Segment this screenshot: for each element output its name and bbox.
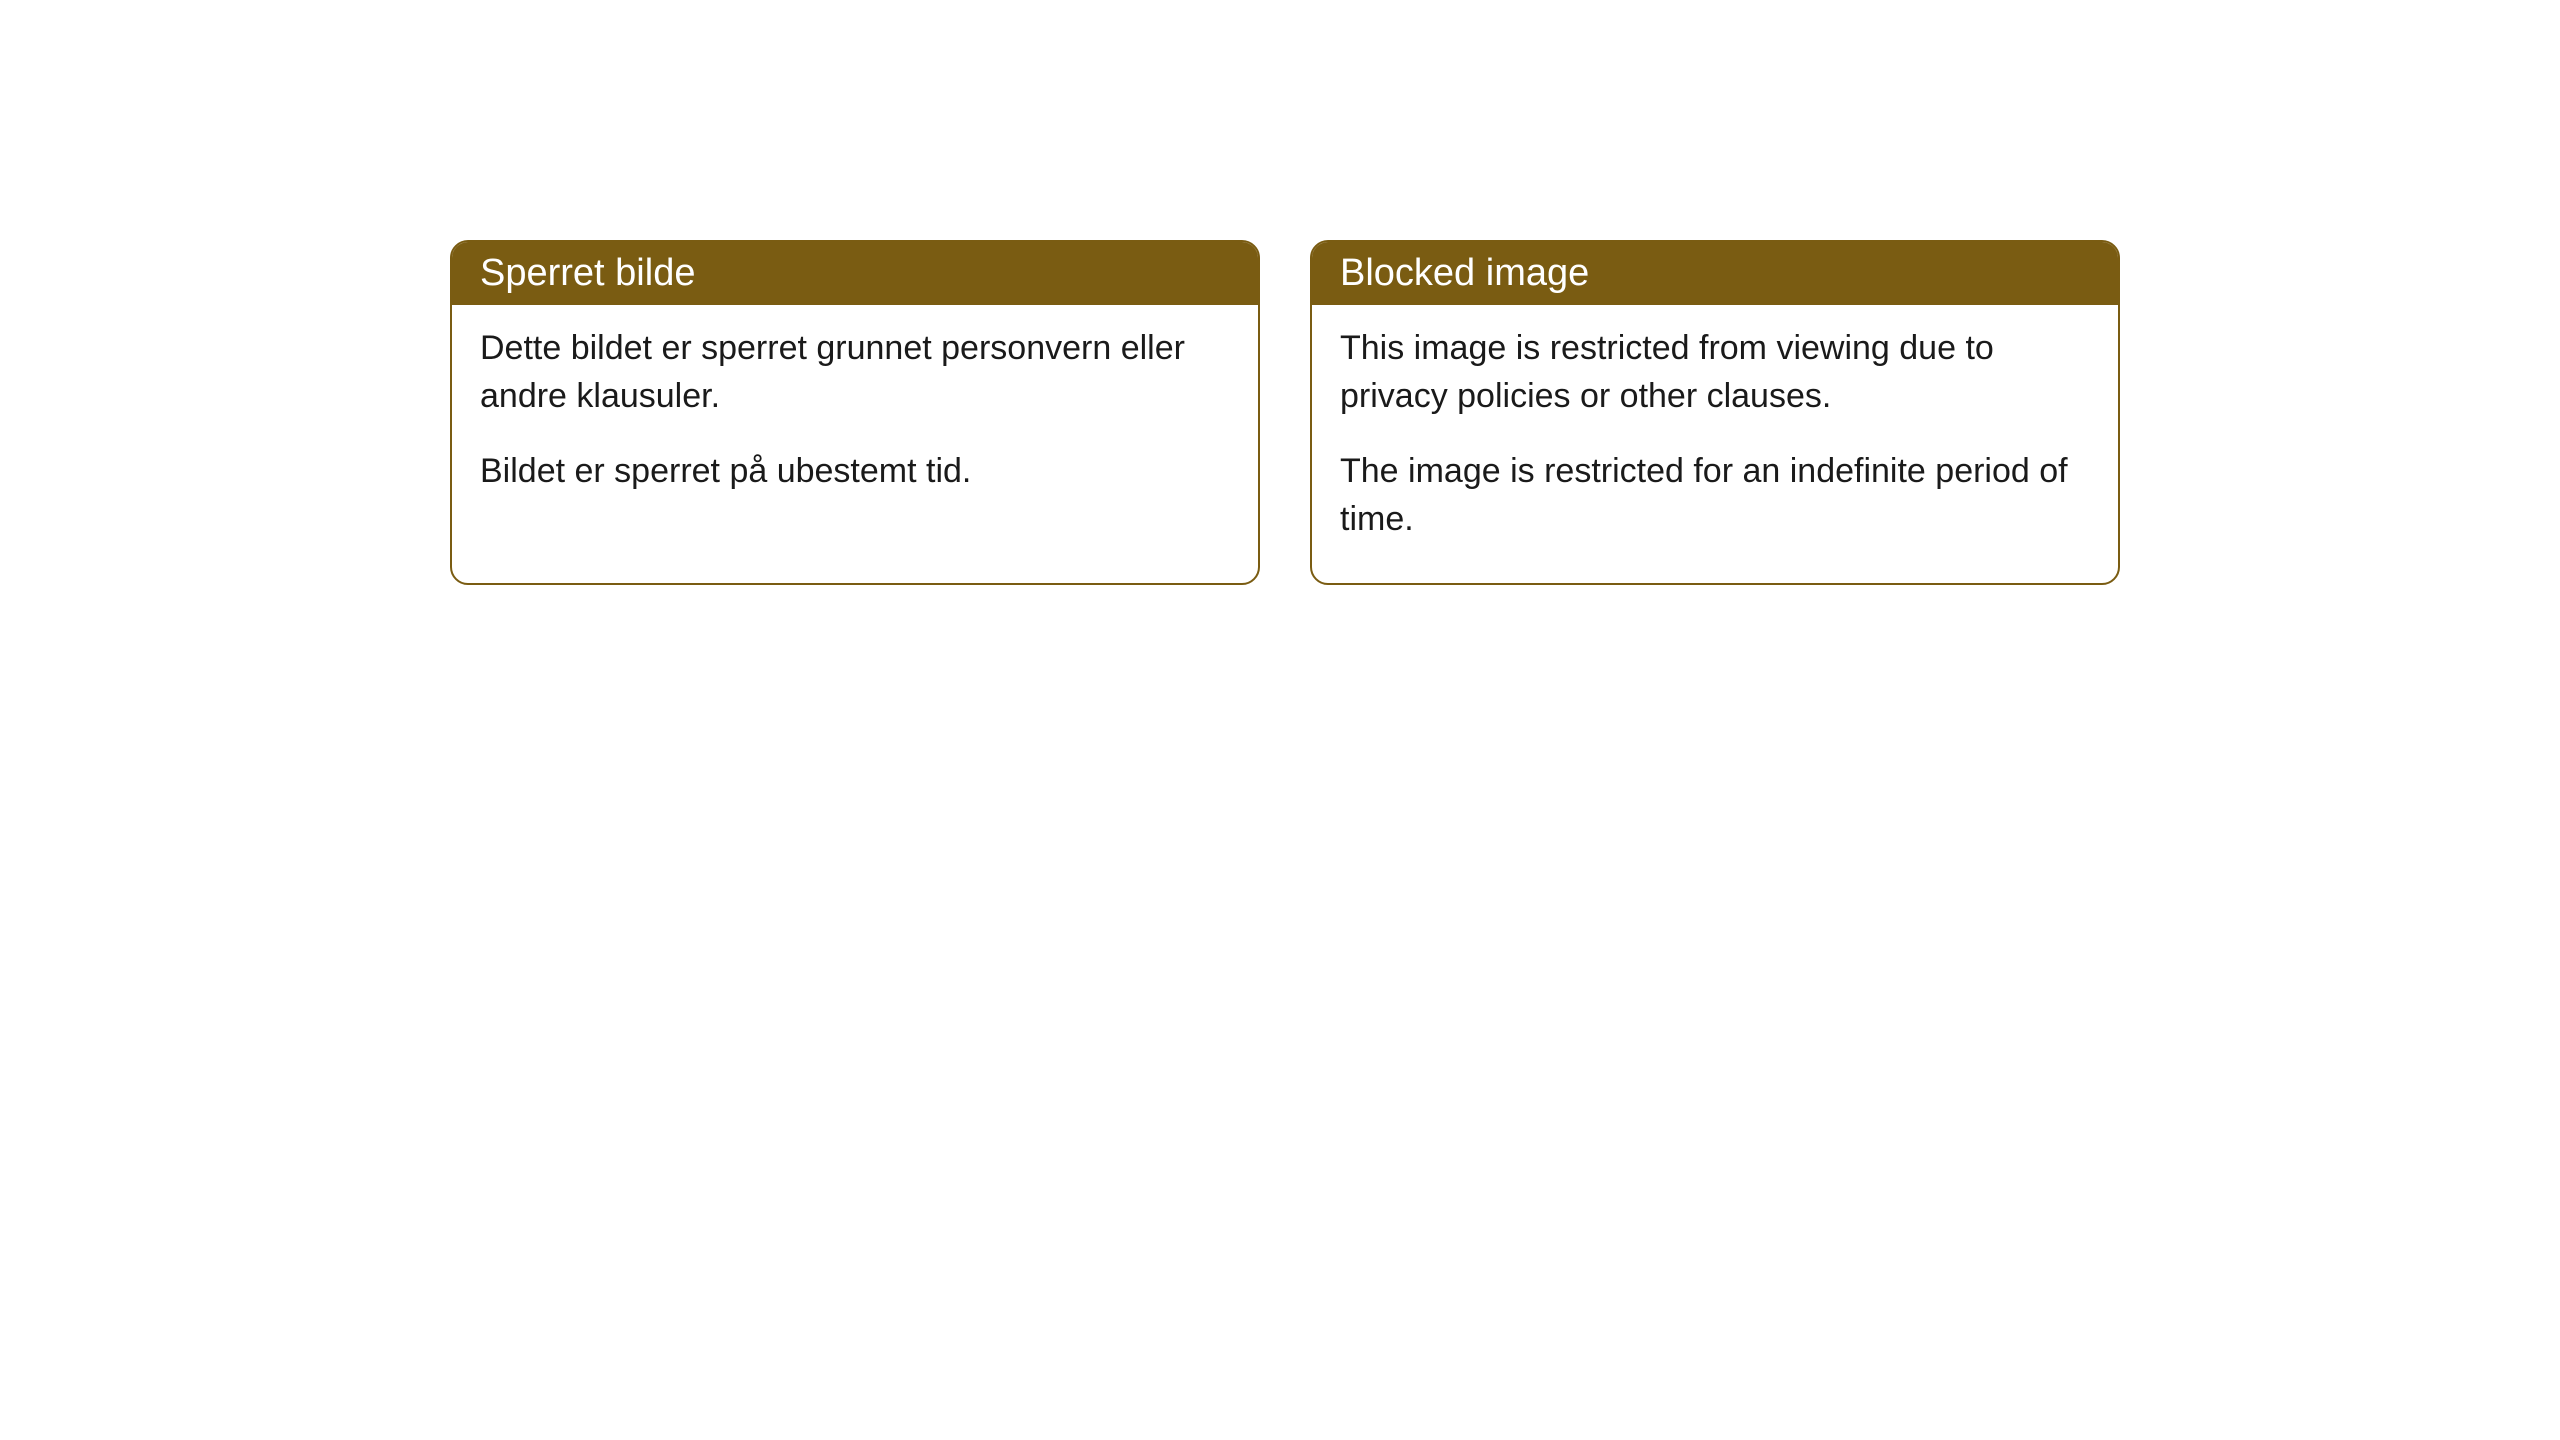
card-text-paragraph: This image is restricted from viewing du… (1340, 325, 2090, 420)
notice-cards-container: Sperret bilde Dette bildet er sperret gr… (450, 240, 2120, 585)
card-header-norwegian: Sperret bilde (452, 242, 1258, 305)
card-text-paragraph: Dette bildet er sperret grunnet personve… (480, 325, 1230, 420)
card-body-norwegian: Dette bildet er sperret grunnet personve… (452, 305, 1258, 536)
card-norwegian: Sperret bilde Dette bildet er sperret gr… (450, 240, 1260, 585)
card-english: Blocked image This image is restricted f… (1310, 240, 2120, 585)
card-text-paragraph: The image is restricted for an indefinit… (1340, 448, 2090, 543)
card-text-paragraph: Bildet er sperret på ubestemt tid. (480, 448, 1230, 496)
card-title: Blocked image (1340, 252, 1589, 294)
card-header-english: Blocked image (1312, 242, 2118, 305)
card-body-english: This image is restricted from viewing du… (1312, 305, 2118, 583)
card-title: Sperret bilde (480, 252, 695, 294)
